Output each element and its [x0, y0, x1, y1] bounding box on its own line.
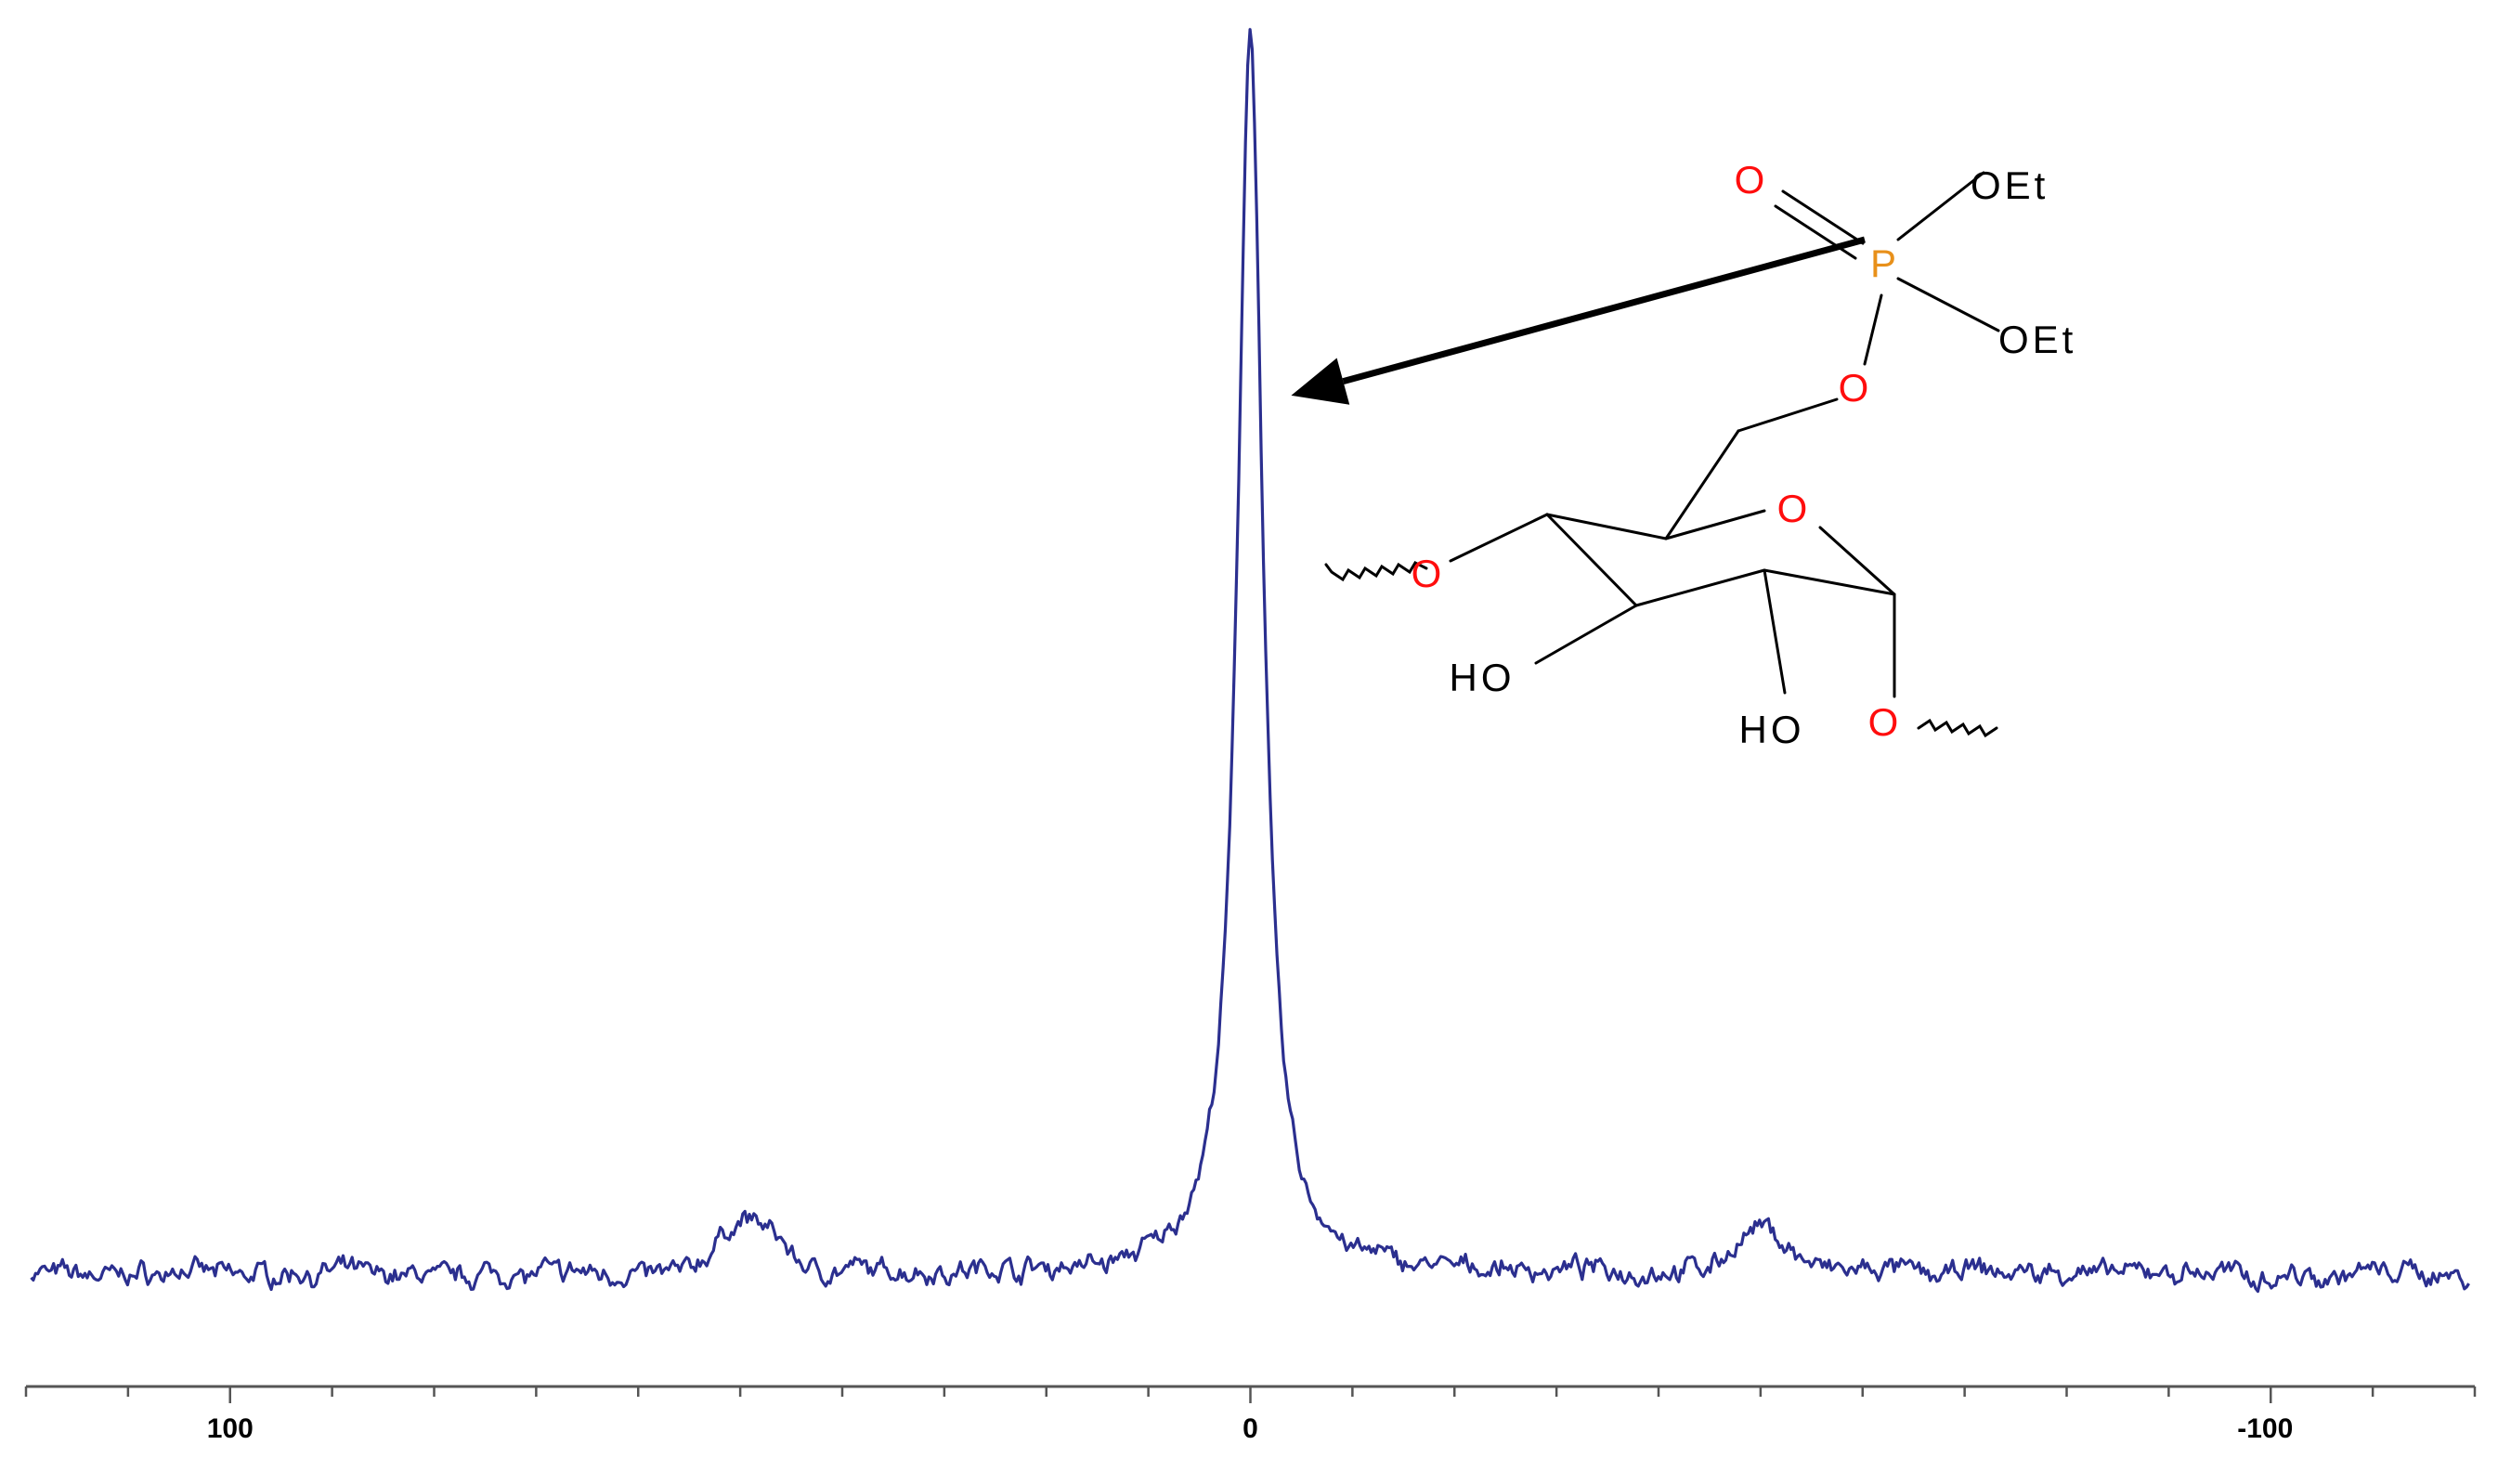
bond-c2-oh: [1763, 568, 1787, 695]
bond-c3-oh: [1534, 604, 1638, 665]
atom-o-ring: O: [1777, 487, 1808, 530]
atom-ho-c2: HO: [1739, 708, 1805, 751]
bond-c2-c3: [1634, 568, 1766, 607]
bond-c3-c4: [1545, 513, 1638, 607]
x-tick-label: -100: [2237, 1413, 2293, 1444]
bond-p-o-double-1: [1781, 189, 1865, 245]
wavy-bond-left: [1324, 561, 1428, 582]
x-tick-label: 0: [1242, 1413, 1258, 1444]
atom-o-c4: O: [1412, 552, 1442, 595]
bond-o-ring-c1: [1818, 526, 1896, 596]
atom-ho-c3: HO: [1450, 656, 1516, 699]
atom-o-ester: O: [1839, 366, 1869, 410]
spectrum-line: [30, 28, 2470, 1294]
arrow-annotation: [1291, 236, 1866, 405]
bond-c4-o: [1449, 513, 1549, 563]
atom-oet-bottom: OEt: [1998, 318, 2076, 361]
x-axis: 100 0 -100: [24, 1385, 2477, 1444]
bond-c5-o-ring: [1664, 509, 1766, 540]
bond-p-oet-2: [1896, 277, 2000, 332]
arrow-line: [1342, 236, 1866, 384]
atom-oet-top: OEt: [1971, 163, 2049, 207]
atom-o-c1: O: [1868, 700, 1899, 744]
atom-p: P: [1870, 241, 1896, 285]
x-tick-label: 100: [207, 1413, 254, 1444]
bond-c4-c5: [1545, 513, 1668, 540]
bond-o-ch2: [1737, 397, 1839, 433]
bond-p-o-double-2: [1774, 204, 1857, 260]
wavy-bond-right: [1917, 718, 1998, 738]
bond-p-oet-1: [1896, 171, 1985, 241]
atom-o-double: O: [1735, 158, 1765, 202]
bond-ch2-c5: [1664, 429, 1740, 540]
bond-c1-c2: [1763, 568, 1896, 596]
arrow-head: [1291, 358, 1350, 405]
chemical-structure: O P OEt OEt O O O HO HO O: [1324, 158, 2076, 751]
bond-p-o-ester: [1863, 293, 1883, 366]
